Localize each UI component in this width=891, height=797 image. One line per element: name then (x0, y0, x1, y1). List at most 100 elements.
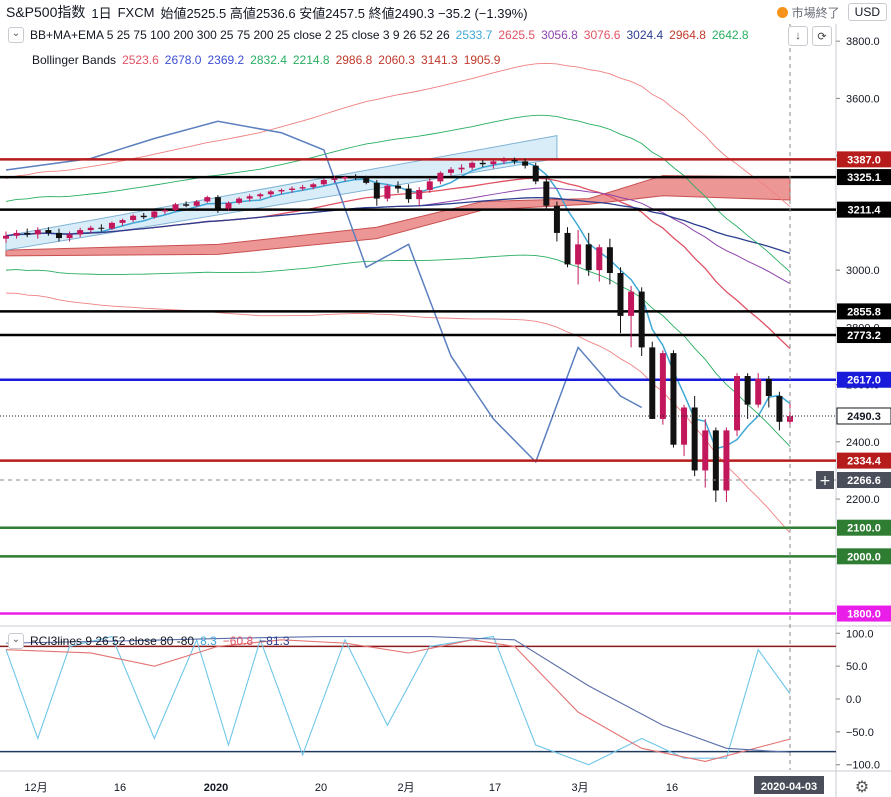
chart-header: S&P500指数 1日 FXCM 始値2525.5 高値2536.6 安値245… (6, 0, 528, 24)
candle-body-32 (342, 177, 349, 179)
candle-body-53 (564, 232, 571, 265)
level-tag-label-6: 2334.4 (847, 456, 882, 468)
candle-body-37 (395, 185, 401, 189)
candle-body-41 (437, 172, 444, 182)
collapse-indicators-icon[interactable]: ⌄ (8, 27, 24, 43)
bb-ma-ema-value-2: 3056.8 (541, 28, 578, 42)
level-tag-label-0: 3387.0 (847, 154, 881, 166)
crosshair-price-label: 2266.6 (847, 475, 881, 487)
bb-ma-ema-value-0: 2533.7 (455, 28, 493, 42)
candle-body-28 (299, 187, 306, 189)
bb-ma-ema-label[interactable]: BB+MA+EMA 5 25 75 100 200 300 25 75 200 … (30, 28, 450, 42)
currency-button[interactable]: USD (847, 3, 887, 21)
rci-value-1: −60.8 (222, 634, 254, 648)
bollinger-value-2: 2369.2 (207, 53, 245, 67)
candle-body-9 (98, 227, 105, 229)
rci-tick-label-1: 50.0 (846, 661, 867, 673)
candle-body-10 (108, 222, 115, 229)
ma-200-line (5, 196, 791, 254)
level-tag-label-7: 2100.0 (847, 523, 881, 535)
price-tick-label-7: 2400.0 (846, 437, 880, 449)
candle-body-63 (670, 353, 677, 445)
candle-body-40 (426, 181, 433, 190)
bollinger-value-0: 2523.6 (122, 53, 159, 67)
level-tag-9 (837, 605, 891, 622)
time-axis-label-4: 2月 (397, 782, 414, 794)
bollinger-label[interactable]: Bollinger Bands (32, 53, 117, 67)
candle-body-26 (278, 189, 285, 192)
candle-body-49 (522, 161, 529, 166)
level-tag-6 (837, 452, 891, 469)
candle-body-13 (140, 215, 147, 218)
candle-body-17 (183, 204, 190, 206)
data-source: FXCM (117, 4, 155, 20)
bb-ma-ema-values: 2533.7 2625.5 3056.8 3076.6 3024.4 2964.8 2642… (456, 28, 755, 42)
bb-lower-2-line (5, 254, 791, 447)
level-tag-3 (837, 303, 891, 320)
candle-body-16 (172, 204, 179, 211)
candle-body-54 (575, 244, 582, 265)
bb-ma-ema-value-4: 3024.4 (626, 28, 664, 42)
top-right-controls: 市場終了 USD (776, 0, 891, 24)
candle-body-60 (638, 291, 645, 348)
rci-tick-label-2: 0.0 (846, 694, 861, 706)
rci-value-0: 8.3 (200, 634, 217, 648)
refresh-icon[interactable]: ⟳ (812, 26, 832, 46)
level-tag-label-5: 2617.0 (847, 375, 881, 387)
rci-label[interactable]: RCI3lines 9 26 52 close 80 -80 (30, 634, 195, 648)
candle-body-3 (34, 230, 41, 235)
candle-body-4 (45, 230, 52, 233)
candle-body-31 (331, 178, 338, 180)
level-tag-4 (837, 327, 891, 344)
candle-body-57 (606, 247, 613, 273)
bollinger-value-8: 1905.9 (463, 53, 501, 67)
price-pane (0, 24, 836, 625)
candle-body-0 (3, 235, 9, 239)
rci-slow-line (5, 635, 791, 753)
candle-body-15 (161, 210, 168, 212)
rci-fast-line (5, 635, 791, 766)
candle-body-72 (765, 378, 772, 397)
candle-body-42 (447, 169, 454, 173)
candle-body-69 (734, 376, 741, 431)
level-tag-label-4: 2773.2 (847, 330, 881, 342)
bb-lower-3-line (5, 292, 791, 534)
candle-body-61 (649, 347, 656, 419)
candle-body-64 (681, 407, 688, 445)
candle-body-38 (405, 188, 412, 200)
candle-body-25 (267, 191, 274, 195)
level-tag-8 (837, 548, 891, 565)
candle-body-47 (500, 159, 507, 162)
rci-value-2: −81.3 (259, 634, 290, 648)
level-tag-7 (837, 519, 891, 536)
candle-body-39 (416, 189, 423, 200)
symbol-name[interactable]: S&P500指数 (6, 4, 86, 20)
candle-body-24 (257, 194, 264, 197)
level-tag-label-8: 2000.0 (847, 551, 881, 563)
collapse-rci-icon[interactable]: ⌄ (8, 633, 24, 649)
interval[interactable]: 1日 (91, 5, 112, 21)
bollinger-value-4: 2214.8 (292, 53, 330, 67)
candle-body-58 (617, 272, 624, 316)
bollinger-value-6: 2060.3 (378, 53, 415, 67)
candle-body-11 (119, 220, 126, 223)
crosshair-add-button (816, 471, 834, 490)
arrow-down-icon[interactable]: ↓ (788, 26, 808, 46)
candle-body-73 (776, 396, 783, 422)
bollinger-value-7: 3141.3 (420, 53, 458, 67)
crosshair-plus-icon[interactable]: + (819, 473, 831, 489)
candle-body-18 (193, 201, 200, 206)
indicator-row-bollinger: Bollinger Bands 2523.6 2678.0 2369.2 2832.4… (32, 52, 506, 68)
rci-tick-label-0: 100.0 (846, 628, 874, 640)
level-tag-label-9: 1800.0 (847, 609, 881, 621)
last-price-tag (836, 407, 891, 425)
bb-upper-3-line (5, 62, 791, 207)
candle-body-23 (246, 196, 253, 199)
settings-gear-icon[interactable]: ⚙ (855, 777, 869, 796)
price-tick-label-8: 2200.0 (846, 494, 880, 506)
level-tag-label-1: 3325.1 (847, 172, 881, 184)
bb-ma-ema-value-6: 2642.8 (711, 28, 749, 42)
candle-body-21 (225, 202, 232, 209)
candle-body-44 (469, 162, 476, 168)
